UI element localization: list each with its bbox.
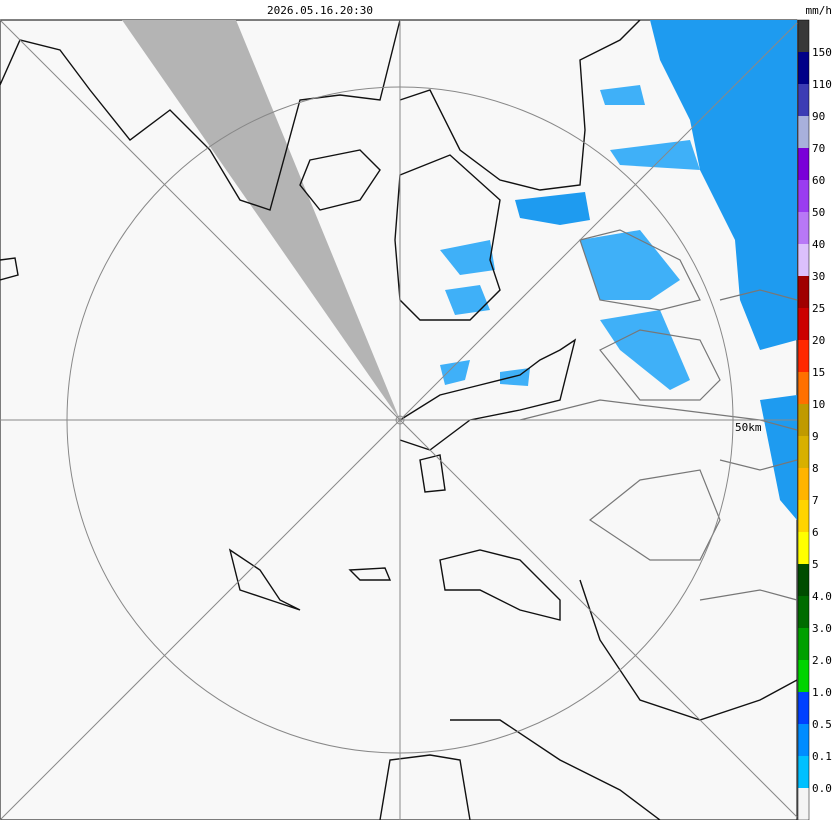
legend-swatch [798, 20, 809, 52]
timestamp: 2026.05.16.20:30 [267, 4, 373, 17]
map-area: 50km [0, 19, 798, 821]
legend-swatch [798, 244, 809, 276]
rain-cell [600, 85, 645, 105]
legend-label: 9 [812, 430, 819, 443]
unit-label: mm/h [806, 4, 833, 17]
legend-swatch [798, 564, 809, 596]
rain-cell [440, 360, 470, 385]
legend-label: 50 [812, 206, 825, 219]
island [228, 548, 301, 611]
legend-swatch [798, 212, 809, 244]
legend-swatch [798, 500, 809, 532]
legend-swatch [798, 340, 809, 372]
legend-swatch [798, 628, 809, 660]
legend-swatch [798, 276, 809, 308]
legend-label: 2.0 [812, 654, 832, 667]
blocked-sector [122, 20, 400, 420]
legend-swatch [798, 372, 809, 404]
boundary [599, 329, 721, 401]
radar-site [395, 415, 405, 425]
rain-cell [445, 285, 490, 315]
rain-cell [610, 140, 700, 170]
legend-label: 8 [812, 462, 819, 475]
legend-label: 3.0 [812, 622, 832, 635]
island [299, 149, 381, 211]
legend-label: 5 [812, 558, 819, 571]
boundary [699, 289, 798, 601]
rain-band [650, 20, 797, 350]
legend-label: 25 [812, 302, 825, 315]
legend-label: 10 [812, 398, 825, 411]
legend-swatch [798, 308, 809, 340]
legend-swatch [798, 148, 809, 180]
boundaries [519, 229, 798, 601]
coastlines [0, 19, 798, 821]
legend-label: 6 [812, 526, 819, 539]
coastline [394, 154, 501, 321]
color-legend: 150 110 90 70 60 50 40 30 25 20 15 10 9 8 7 6 5 4.0 3.0 2.0… [797, 19, 832, 821]
island [419, 454, 446, 493]
coastline [0, 19, 401, 211]
legend-swatch [798, 468, 809, 500]
legend-swatch [798, 84, 809, 116]
island [348, 567, 392, 581]
rain-cell [440, 240, 495, 275]
legend-swatch [798, 724, 809, 756]
boundary [588, 469, 721, 561]
range-label: 50km [735, 421, 762, 434]
rain-cell [515, 192, 590, 225]
legend-label: 20 [812, 334, 825, 347]
legend-swatch [798, 788, 809, 820]
range-rings [0, 19, 798, 821]
boundary [579, 229, 701, 311]
legend-label: 7 [812, 494, 819, 507]
legend-label: 90 [812, 110, 825, 123]
legend-label: 1.0 [812, 686, 832, 699]
coastline [379, 754, 471, 821]
island [0, 257, 19, 281]
legend-label: 4.0 [812, 590, 832, 603]
legend-label: 0.5 [812, 718, 832, 731]
legend-swatch [798, 756, 809, 788]
legend-swatch [798, 596, 809, 628]
legend-label: 0.0 [812, 782, 832, 795]
coastline [399, 338, 577, 451]
legend-swatch [798, 52, 809, 84]
coastline [450, 719, 661, 821]
coastline [399, 19, 641, 191]
legend-label: 30 [812, 270, 825, 283]
crosshair [0, 19, 798, 818]
legend-label: 150 [812, 46, 832, 59]
precipitation [440, 20, 797, 520]
legend-swatch [798, 532, 809, 564]
legend-label: 0.1 [812, 750, 832, 763]
legend-swatch [798, 660, 809, 692]
legend-swatch [798, 116, 809, 148]
rain-band [760, 395, 797, 520]
legend-swatch [798, 180, 809, 212]
legend-label: 15 [812, 366, 825, 379]
legend-label: 40 [812, 238, 825, 251]
rain-cell [580, 230, 680, 300]
legend-swatch [798, 404, 809, 436]
coastline [579, 579, 798, 721]
island [439, 549, 561, 621]
crosshair [0, 22, 798, 821]
legend-label: 110 [812, 78, 832, 91]
rain-cell [600, 310, 690, 390]
legend-swatch [798, 692, 809, 724]
legend-swatch [798, 436, 809, 468]
boundary [519, 399, 798, 431]
legend-label: 60 [812, 174, 825, 187]
legend-label: 70 [812, 142, 825, 155]
